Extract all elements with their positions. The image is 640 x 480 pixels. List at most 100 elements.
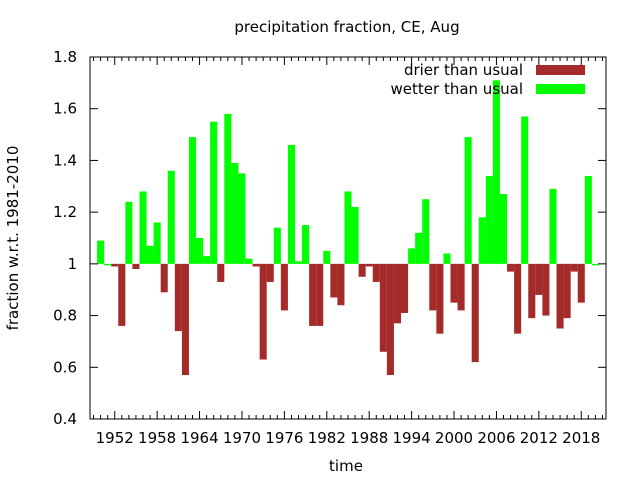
bar-2000: [450, 263, 458, 303]
bar-1950: [97, 240, 105, 264]
x-tick-label: 2000: [435, 429, 473, 447]
bar-2016: [563, 263, 571, 319]
bar-1984: [337, 263, 345, 306]
bar-1987: [358, 263, 366, 277]
bar-1990: [379, 263, 387, 352]
bar-2003: [471, 263, 479, 363]
bar-1976: [280, 263, 288, 311]
bar-2005: [485, 175, 493, 264]
legend: drier than usual wetter than usual: [391, 61, 585, 98]
bar-2010: [521, 116, 529, 264]
bar-1971: [245, 258, 253, 264]
bar-1953: [118, 263, 126, 326]
bar-1985: [344, 191, 352, 264]
x-tick-label: 2012: [520, 429, 558, 447]
bar-1967: [217, 263, 225, 282]
bar-1972: [252, 263, 260, 267]
x-tick-label: 1970: [223, 429, 261, 447]
bar-1964: [196, 238, 204, 264]
bar-1978: [294, 261, 303, 264]
bar-1955: [132, 263, 140, 270]
bar-1961: [174, 263, 182, 332]
bar-series: [97, 80, 599, 376]
bar-2008: [507, 263, 515, 272]
x-tick-label: 1976: [265, 429, 303, 447]
bar-1988: [365, 263, 373, 267]
bar-1975: [273, 227, 281, 264]
x-axis-label: time: [329, 457, 363, 475]
bar-1970: [238, 173, 246, 264]
bar-1965: [203, 256, 211, 264]
bar-1963: [188, 137, 197, 264]
y-tick-label: 0.4: [53, 410, 77, 428]
bar-1997: [429, 263, 437, 311]
bar-1994: [408, 248, 416, 264]
bar-2006: [492, 80, 500, 264]
x-tick-label: 1982: [308, 429, 346, 447]
y-tick-label: 0.8: [53, 307, 77, 325]
bar-1956: [139, 191, 147, 264]
bar-2018: [577, 263, 585, 303]
bar-1974: [266, 263, 274, 282]
bar-1960: [167, 170, 175, 264]
bar-1952: [111, 263, 119, 267]
x-tick-label: 1994: [393, 429, 431, 447]
bar-2004: [478, 217, 486, 264]
bar-1973: [259, 263, 267, 360]
bar-1954: [125, 201, 133, 264]
x-tick-label: 2006: [477, 429, 515, 447]
bar-1982: [323, 250, 331, 264]
bar-2015: [556, 263, 564, 329]
bar-2020: [591, 263, 599, 266]
y-axis-label: fraction w.r.t. 1981-2010: [4, 146, 22, 331]
bar-2001: [457, 263, 465, 311]
bar-2019: [584, 175, 592, 264]
legend-label-wetter: wetter than usual: [391, 80, 523, 98]
bar-2011: [528, 263, 536, 319]
bar-2014: [549, 188, 557, 264]
bar-1989: [372, 263, 380, 282]
bar-1995: [415, 232, 423, 264]
bar-2017: [570, 263, 578, 272]
x-tick-label: 1964: [180, 429, 218, 447]
y-tick-label: 0.6: [53, 358, 77, 376]
bar-2002: [464, 137, 472, 264]
bar-1981: [316, 263, 324, 326]
x-tick-label: 1952: [96, 429, 134, 447]
y-tick-label: 1.6: [53, 100, 77, 118]
x-tick-label: 2018: [562, 429, 600, 447]
bar-1969: [231, 163, 239, 264]
bar-1980: [309, 263, 317, 326]
legend-label-drier: drier than usual: [404, 61, 523, 79]
chart-title: precipitation fraction, CE, Aug: [234, 18, 459, 36]
bar-1962: [181, 263, 189, 376]
bar-1959: [160, 263, 168, 293]
bar-1968: [224, 113, 232, 264]
y-tick-label: 1: [67, 255, 77, 273]
bar-1992: [393, 263, 402, 324]
bar-1957: [146, 245, 154, 264]
bar-2007: [499, 194, 508, 264]
bar-1986: [351, 206, 359, 264]
bar-2009: [514, 263, 522, 334]
bar-1951: [104, 263, 112, 266]
bar-1993: [401, 263, 409, 313]
y-tick-label: 1.2: [53, 203, 77, 221]
bar-1996: [422, 199, 430, 264]
x-tick-label: 1988: [350, 429, 388, 447]
bar-1977: [287, 144, 295, 264]
bar-1979: [302, 225, 310, 264]
legend-swatch-drier: [536, 65, 585, 75]
bar-1999: [443, 253, 451, 264]
bar-2012: [535, 263, 543, 295]
bar-1998: [436, 263, 444, 334]
bar-2013: [542, 263, 550, 316]
bar-1983: [330, 263, 338, 298]
bar-1991: [386, 263, 394, 376]
bar-1958: [153, 222, 161, 264]
bar-1966: [210, 121, 218, 264]
legend-swatch-wetter: [536, 84, 585, 94]
y-tick-label: 1.4: [53, 151, 77, 169]
